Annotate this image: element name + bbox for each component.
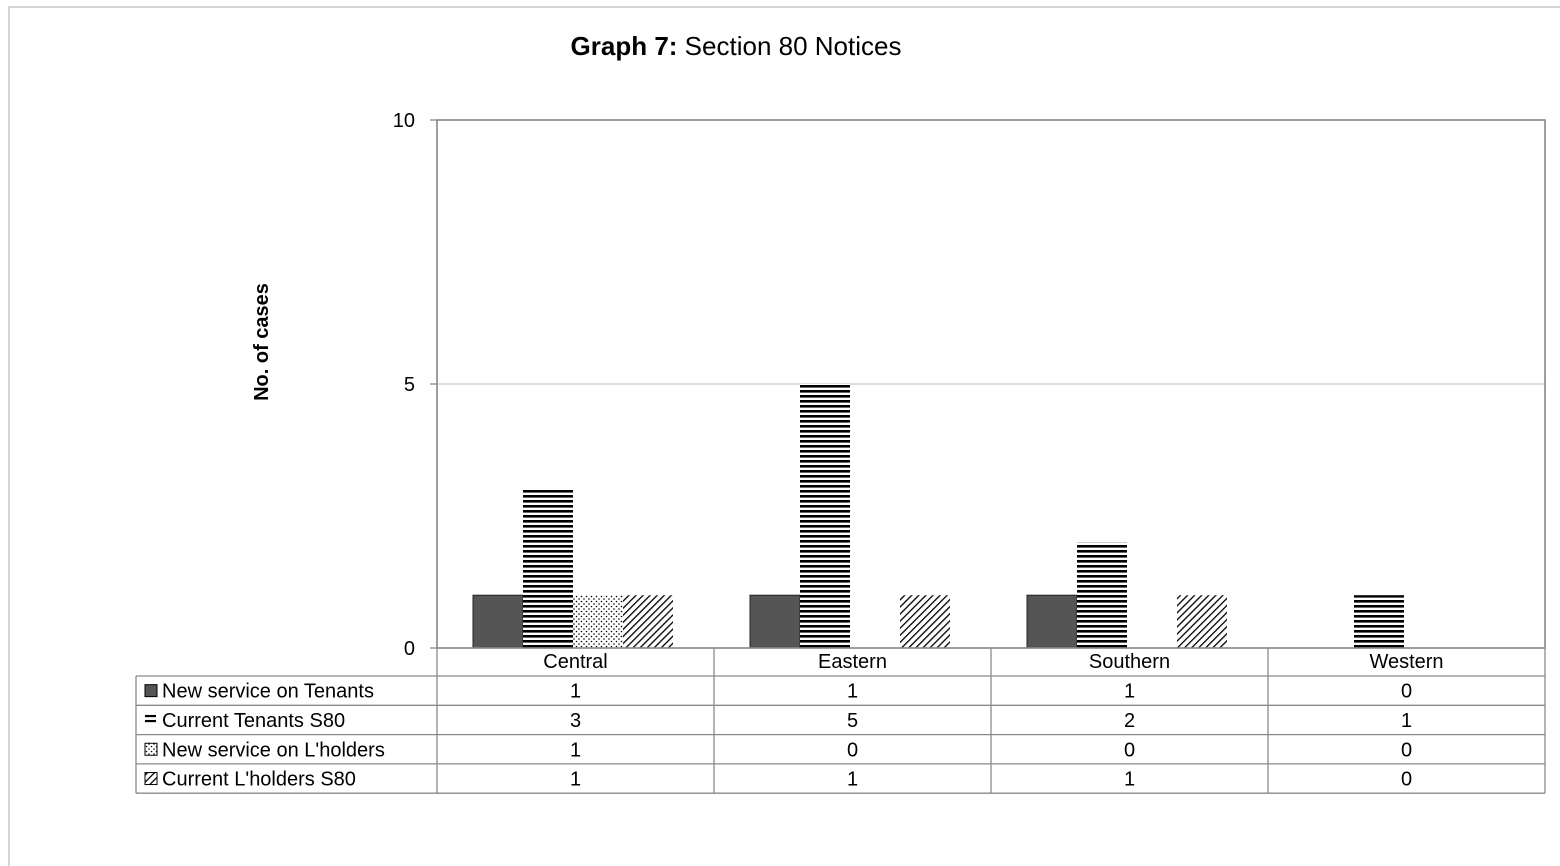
table-cell-current-l-holders-s80-western: 0 bbox=[1401, 769, 1412, 791]
table-cell-new-service-on-tenants-eastern: 1 bbox=[847, 681, 858, 703]
table-cell-current-l-holders-s80-eastern: 1 bbox=[847, 769, 858, 791]
gridlines bbox=[430, 119, 1545, 649]
bar-current-tenants-s80-central bbox=[523, 489, 573, 648]
table-cell-new-service-on-tenants-western: 0 bbox=[1401, 681, 1412, 703]
table-cell-current-tenants-s80-eastern: 5 bbox=[847, 710, 858, 732]
bar-current-l-holders-s80-southern bbox=[1177, 595, 1227, 648]
legend-key-current-l-holders-s80 bbox=[144, 772, 158, 786]
bar-current-tenants-s80-eastern bbox=[800, 384, 850, 648]
data-table: Central Eastern Southern Western New service… bbox=[135, 647, 1546, 794]
legend-label-new-service-on-tenants: New service on Tenants bbox=[162, 681, 374, 703]
x-tick-label-southern: Southern bbox=[1089, 651, 1170, 673]
table-cell-current-tenants-s80-central: 3 bbox=[570, 710, 581, 732]
table-cell-new-service-on-l-holders-eastern: 0 bbox=[847, 739, 858, 761]
table-cell-current-l-holders-s80-southern: 1 bbox=[1124, 769, 1135, 791]
bar-new-service-on-tenants-eastern bbox=[749, 594, 801, 649]
bar-current-tenants-s80-western bbox=[1354, 595, 1404, 648]
chart-title: Graph 7: Section 80 Notices bbox=[571, 31, 902, 61]
table-cell-current-tenants-s80-western: 1 bbox=[1401, 710, 1412, 732]
x-tick-label-central: Central bbox=[543, 651, 607, 673]
y-tick-label: 10 bbox=[393, 110, 415, 132]
table-cell-new-service-on-l-holders-western: 0 bbox=[1401, 739, 1412, 761]
table-cell-current-l-holders-s80-central: 1 bbox=[570, 769, 581, 791]
bars bbox=[472, 384, 1404, 649]
bar-current-l-holders-s80-central bbox=[623, 595, 673, 648]
chart-title-bold: Graph 7: bbox=[571, 31, 678, 61]
x-tick-label-western: Western bbox=[1369, 651, 1443, 673]
table-cell-new-service-on-tenants-southern: 1 bbox=[1124, 681, 1135, 703]
legend-key-new-service-on-l-holders bbox=[144, 742, 158, 756]
y-tick-labels: 0 5 10 bbox=[393, 110, 415, 660]
table-cell-new-service-on-tenants-central: 1 bbox=[570, 681, 581, 703]
bar-new-service-on-tenants-southern bbox=[1026, 594, 1078, 649]
y-tick-label: 0 bbox=[404, 638, 415, 660]
legend-key-new-service-on-tenants bbox=[144, 684, 158, 698]
legend-key-current-tenants-s80 bbox=[145, 714, 156, 718]
bar-chart: Graph 7: Section 80 Notices No. of cases… bbox=[135, 31, 1546, 794]
table-cell-new-service-on-l-holders-central: 1 bbox=[570, 739, 581, 761]
chart-frame bbox=[8, 6, 1560, 866]
table-cell-current-tenants-s80-southern: 2 bbox=[1124, 710, 1135, 732]
bar-new-service-on-tenants-central bbox=[472, 594, 524, 649]
table-cell-new-service-on-l-holders-southern: 0 bbox=[1124, 739, 1135, 761]
y-tick-label: 5 bbox=[404, 374, 415, 396]
legend-label-current-l-holders-s80: Current L'holders S80 bbox=[162, 769, 356, 791]
legend-key-current-tenants-s80-b bbox=[145, 719, 156, 723]
bar-new-service-on-l-holders-central bbox=[573, 595, 623, 648]
legend-label-new-service-on-l-holders: New service on L'holders bbox=[162, 739, 385, 761]
bar-current-tenants-s80-southern bbox=[1077, 542, 1127, 648]
bar-current-l-holders-s80-eastern bbox=[900, 595, 950, 648]
chart-title-rest: Section 80 Notices bbox=[677, 31, 901, 61]
x-tick-label-eastern: Eastern bbox=[818, 651, 887, 673]
y-axis-label: No. of cases bbox=[251, 283, 273, 401]
legend-label-current-tenants-s80: Current Tenants S80 bbox=[162, 710, 345, 732]
